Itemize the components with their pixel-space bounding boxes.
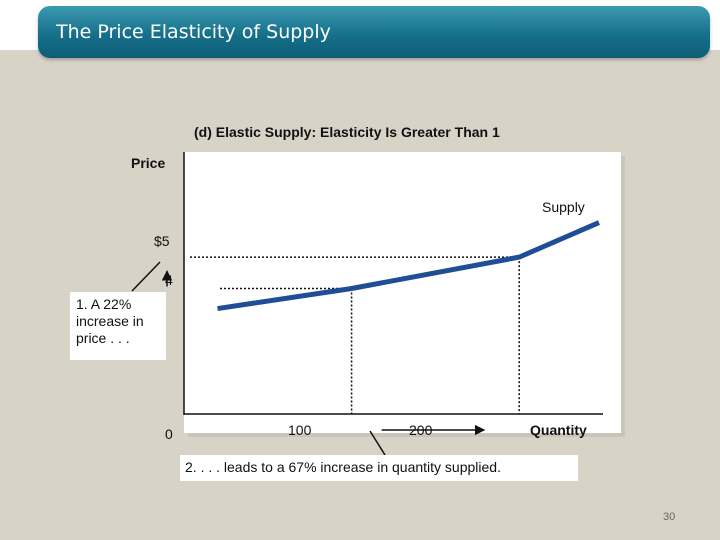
price-callout-pointer [131,261,161,292]
quantity-increase-callout: 2. . . . leads to a 67% increase in quan… [180,455,578,481]
supply-curve [217,220,600,312]
slide-number: 30 [663,511,676,523]
x-axis-label: Quantity [530,422,587,438]
slide-title: The Price Elasticity of Supply [56,21,331,43]
y-tick-label-4: 4 [165,272,173,288]
supply-series-label: Supply [542,199,585,215]
price-increase-callout: 1. A 22% increase in price . . . [70,292,166,360]
chart-title: (d) Elastic Supply: Elasticity Is Greate… [194,124,500,140]
x-tick-label-100: 100 [288,422,312,438]
title-bar [38,6,710,58]
y-axis-label: Price [131,155,166,171]
origin-label: 0 [165,426,173,442]
plot-panel [184,152,621,433]
x-tick-label-200: 200 [409,422,433,438]
quantity-callout-pointer [369,430,386,456]
y-tick-label-5: $5 [154,233,170,249]
